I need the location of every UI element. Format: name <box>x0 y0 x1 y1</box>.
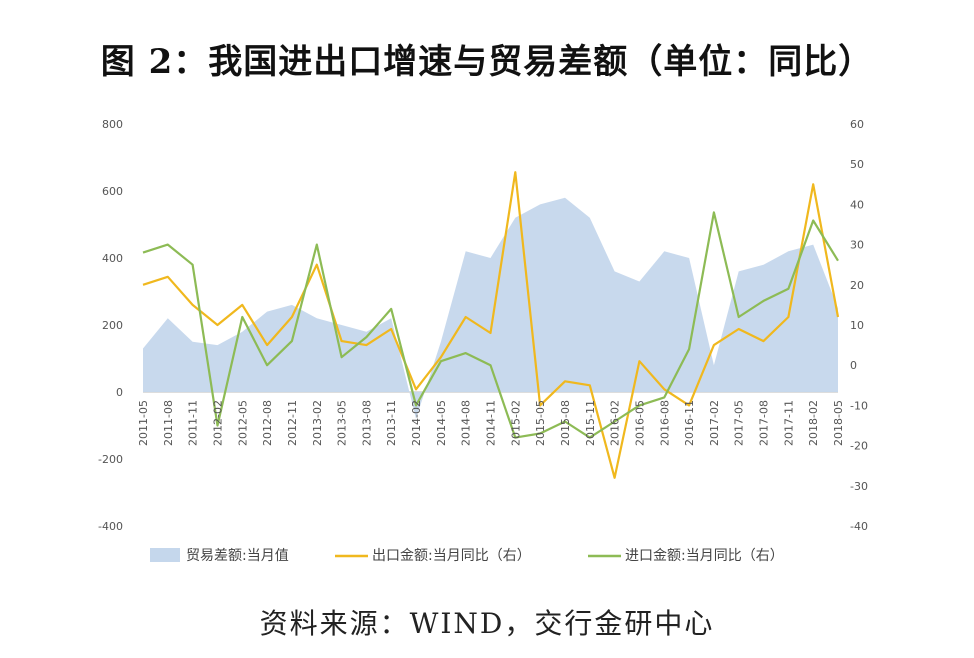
x-tick-label-28: 2018-05 <box>832 400 845 446</box>
right-tick-label-8: 40 <box>850 198 864 211</box>
right-tick-label-6: 20 <box>850 279 864 292</box>
left-tick-label-5: 600 <box>102 185 123 198</box>
x-tick-label-18: 2015-11 <box>584 400 597 446</box>
x-tick-label-24: 2017-05 <box>733 400 746 446</box>
x-tick-labels: 2011-05 2011-08 2011-11 2012-02 2012-05 2012-… <box>137 400 845 446</box>
right-tick-label-1: -30 <box>850 480 868 493</box>
x-tick-label-9: 2013-08 <box>360 400 373 446</box>
x-tick-label-7: 2013-02 <box>311 400 324 446</box>
right-tick-label-10: 60 <box>850 118 864 131</box>
x-tick-label-15: 2015-02 <box>509 400 522 446</box>
right-tick-label-0: -40 <box>850 520 868 533</box>
x-tick-label-22: 2016-11 <box>683 400 696 446</box>
x-tick-label-4: 2012-05 <box>236 400 249 446</box>
x-tick-label-0: 2011-05 <box>137 400 150 446</box>
legend: 贸易差额:当月值 出口金额:当月同比（右） 进口金额:当月同比（右） <box>150 548 784 564</box>
right-tick-label-4: 0 <box>850 359 857 372</box>
left-tick-label-1: -200 <box>98 453 123 466</box>
x-tick-label-1: 2011-08 <box>162 400 175 446</box>
left-tick-label-2: 0 <box>116 386 123 399</box>
legend-label-trade-balance: 贸易差额:当月值 <box>186 548 289 564</box>
legend-label-export: 出口金额:当月同比（右） <box>372 548 531 564</box>
x-tick-label-17: 2015-08 <box>559 400 572 446</box>
x-tick-label-5: 2012-08 <box>261 400 274 446</box>
source-note: 资料来源：WIND，交行金研中心 <box>259 607 715 640</box>
growth-lines <box>142 171 840 479</box>
x-tick-label-13: 2014-08 <box>460 400 473 446</box>
x-tick-label-12: 2014-05 <box>435 400 448 446</box>
trade-balance-area <box>143 197 838 419</box>
x-tick-label-16: 2015-05 <box>534 400 547 446</box>
x-tick-label-3: 2012-02 <box>211 400 224 446</box>
series-export-growth <box>142 171 840 479</box>
right-tick-label-3: -10 <box>850 399 868 412</box>
left-tick-label-4: 400 <box>102 252 123 265</box>
x-tick-label-11: 2014-02 <box>410 400 423 446</box>
x-tick-label-25: 2017-08 <box>758 400 771 446</box>
x-tick-label-20: 2016-05 <box>633 400 646 446</box>
right-tick-label-9: 50 <box>850 158 864 171</box>
x-tick-label-10: 2013-11 <box>385 400 398 446</box>
right-tick-label-7: 30 <box>850 239 864 252</box>
left-tick-label-3: 200 <box>102 319 123 332</box>
left-tick-label-6: 800 <box>102 118 123 131</box>
chart-title: 图 2：我国进出口增速与贸易差额（单位：同比） <box>100 42 874 82</box>
x-tick-label-8: 2013-05 <box>336 400 349 446</box>
right-tick-label-2: -20 <box>850 440 868 453</box>
right-tick-label-5: 10 <box>850 319 864 332</box>
series-import-growth <box>142 211 839 439</box>
left-tick-label-0: -400 <box>98 520 123 533</box>
x-tick-label-21: 2016-08 <box>658 400 671 446</box>
x-tick-label-26: 2017-11 <box>782 400 795 446</box>
legend-swatch-trade-balance <box>150 548 180 562</box>
x-tick-label-14: 2014-11 <box>485 400 498 446</box>
series-trade-balance <box>143 197 838 419</box>
x-tick-label-6: 2012-11 <box>286 400 299 446</box>
x-tick-label-2: 2011-11 <box>187 400 200 446</box>
legend-label-import: 进口金额:当月同比（右） <box>625 548 784 564</box>
x-tick-label-27: 2018-02 <box>807 400 820 446</box>
x-tick-label-23: 2017-02 <box>708 400 721 446</box>
x-tick-label-19: 2016-02 <box>609 400 622 446</box>
